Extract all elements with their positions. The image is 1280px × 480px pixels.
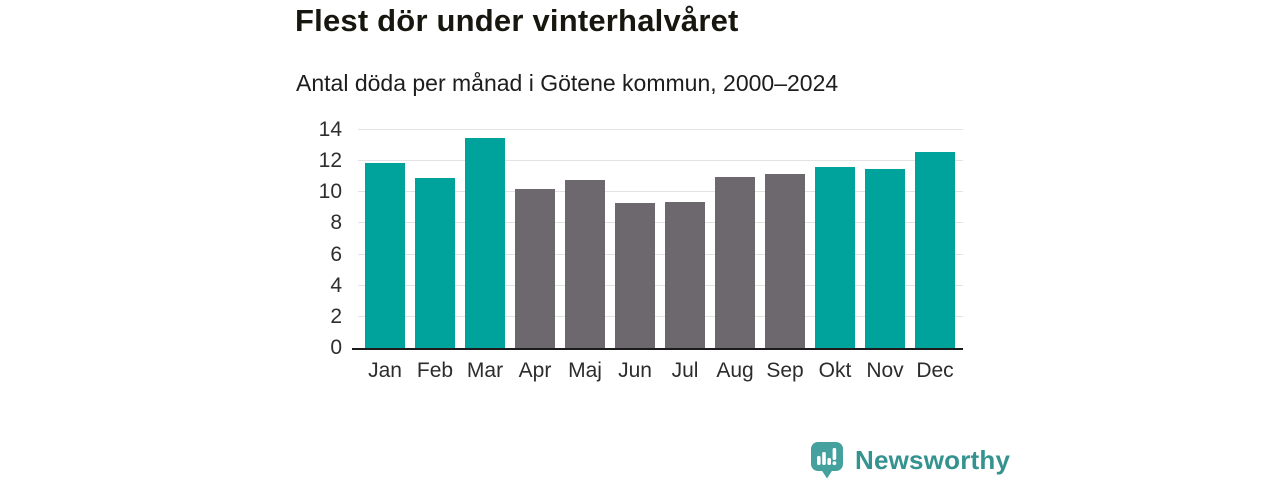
y-tick-label-8: 8: [330, 211, 342, 235]
bar-band-dec: [910, 130, 960, 348]
y-tick-label-0: 0: [330, 336, 342, 359]
gridline-4: [358, 284, 963, 286]
bar-band-jan: [360, 130, 410, 348]
bar-maj: [565, 179, 605, 348]
y-tick-label-14: 14: [318, 118, 342, 141]
gridline-2: [358, 315, 963, 317]
newsworthy-logo-text: Newsworthy: [855, 444, 1011, 475]
gridline-6: [358, 253, 963, 255]
y-tick-label-6: 6: [330, 242, 342, 266]
x-tick-label-feb: Feb: [416, 359, 454, 382]
newsworthy-logo-icon: [811, 442, 843, 479]
x-axis-line: [352, 347, 963, 350]
bar-mar: [465, 137, 505, 348]
gridline-8: [358, 222, 963, 224]
bar-band-jul: [660, 130, 710, 348]
bar-band-feb: [410, 130, 460, 348]
x-tick-label-apr: Apr: [518, 359, 552, 382]
gridline-10: [358, 191, 963, 193]
bar-apr: [515, 189, 555, 348]
x-tick-label-jun: Jun: [618, 359, 652, 382]
x-tick-label-okt: Okt: [818, 359, 852, 382]
bar-jan: [365, 162, 405, 348]
chart-subtitle: Antal döda per månad i Götene kommun, 20…: [296, 70, 839, 96]
x-tick-label-maj: Maj: [568, 359, 602, 382]
bar-band-aug: [710, 130, 760, 348]
bar-dec: [915, 151, 955, 348]
bar-jun: [615, 203, 655, 348]
bar-band-jun: [610, 130, 660, 348]
bar-chart-plot-area: [352, 129, 963, 350]
x-tick-label-dec: Dec: [916, 359, 954, 382]
bar-band-mar: [460, 130, 510, 348]
bar-band-maj: [560, 130, 610, 348]
bar-band-apr: [510, 130, 560, 348]
bar-jul: [665, 201, 705, 348]
y-axis: 0 2 4 6 8 10 12 14: [300, 119, 352, 358]
x-tick-label-nov: Nov: [866, 359, 904, 382]
x-tick-label-aug: Aug: [716, 359, 754, 382]
y-tick-label-12: 12: [318, 149, 342, 173]
newsworthy-logo: Newsworthy: [810, 441, 1010, 479]
x-tick-label-sep: Sep: [766, 359, 804, 382]
bars-area: [360, 130, 960, 348]
bar-okt: [815, 167, 855, 348]
bar-band-sep: [760, 130, 810, 348]
y-tick-label-4: 4: [330, 273, 342, 297]
chart-title: Flest dör under vinterhalvåret: [295, 3, 739, 38]
gridline-12: [358, 160, 963, 162]
x-axis-labels: Jan Feb Mar Apr Maj Jun Jul Aug Sep Okt Nov Dec: [360, 359, 960, 383]
x-tick-label-jul: Jul: [671, 359, 699, 382]
y-tick-label-2: 2: [330, 304, 342, 328]
y-tick-label-10: 10: [318, 180, 342, 204]
bar-feb: [415, 178, 455, 348]
bar-band-nov: [860, 130, 910, 348]
bar-nov: [865, 168, 905, 348]
bar-sep: [765, 173, 805, 348]
gridline-14: [358, 129, 963, 130]
bar-band-okt: [810, 130, 860, 348]
bar-aug: [715, 176, 755, 348]
x-tick-label-mar: Mar: [466, 359, 504, 382]
x-tick-label-jan: Jan: [368, 359, 402, 382]
